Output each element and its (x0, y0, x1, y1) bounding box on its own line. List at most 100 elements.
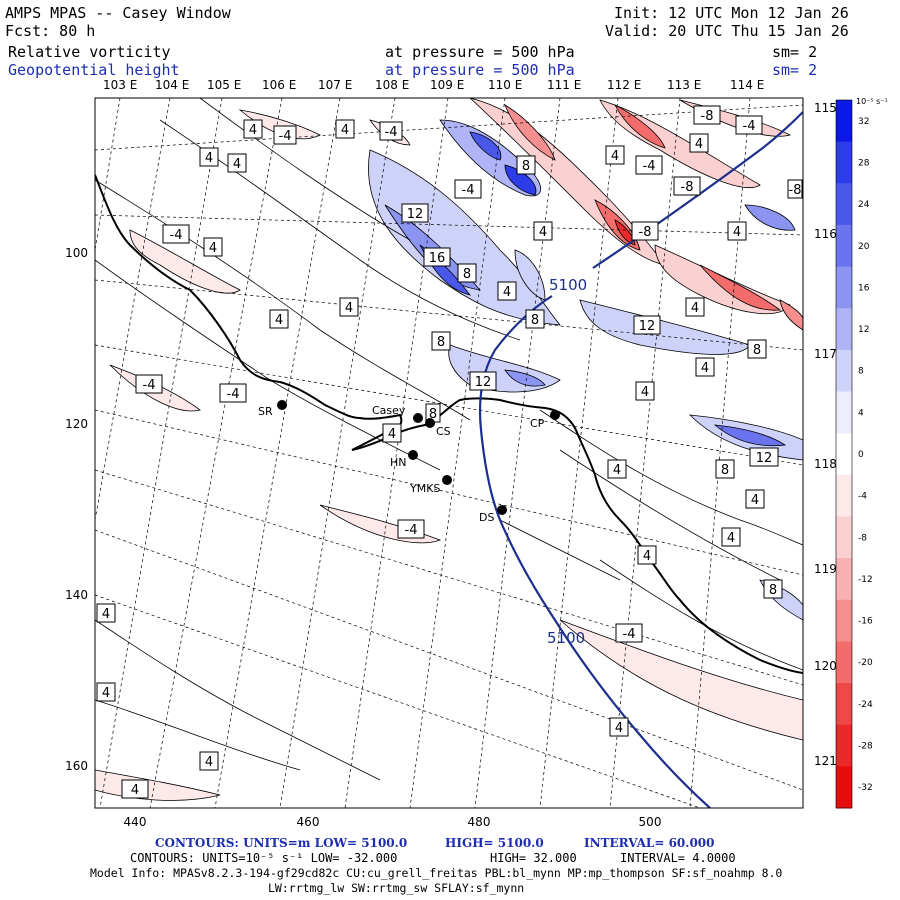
contour-label: 8 (747, 339, 767, 359)
valid-time: Valid: 20 UTC Thu 15 Jan 26 (605, 22, 849, 40)
colorbar-cell (836, 516, 852, 559)
contour-label: 4 (695, 357, 715, 377)
contour-label-text: -8 (789, 183, 802, 198)
colorbar-cell (836, 683, 852, 726)
contour-label: 4 (497, 281, 517, 301)
contour-label: -4 (635, 155, 663, 175)
contour-label-text: 4 (733, 225, 741, 240)
colorbar-label: -4 (858, 492, 867, 502)
longitude-label: 108 E (375, 78, 409, 92)
contour-label: 4 (685, 297, 705, 317)
init-time: Init: 12 UTC Mon 12 Jan 26 (614, 4, 849, 22)
footer-vorticity-contours: CONTOURS: UNITS=10⁻⁵ s⁻¹ LOW= -32.000 (130, 851, 398, 865)
contour-label: -4 (735, 115, 763, 135)
contour-label-text: 4 (388, 427, 396, 442)
contour-label-text: 4 (701, 361, 709, 376)
longitude-label: 109 E (430, 78, 464, 92)
contour-label-text: 4 (727, 531, 735, 546)
station-label-casey: Casey (372, 404, 406, 417)
contour-label-text: 16 (429, 251, 446, 266)
x-tick-label: 480 (468, 815, 491, 829)
contour-label-text: -8 (701, 109, 714, 124)
colorbar-cell (836, 224, 852, 268)
contour-label: 4 (243, 119, 263, 139)
contour-label: 4 (727, 221, 747, 241)
contour-label: -8 (631, 221, 659, 241)
station-marker-sr (277, 400, 287, 410)
contour-label-text: -4 (143, 378, 156, 393)
vorticity-contour-labels: 4 -4 4 -4 4 4 -4 8 -4 12 -4 4 16 8 4 4 8… (96, 105, 803, 799)
contour-label: 4 (609, 717, 629, 737)
field2-smoothing: sm= 2 (772, 61, 818, 79)
contour-label-text: 4 (611, 149, 619, 164)
contour-label-text: 8 (769, 583, 777, 598)
contour-label-text: -4 (279, 129, 292, 144)
contour-label-text: 4 (275, 313, 283, 328)
y-tick-label: 160 (65, 759, 88, 773)
colorbar-cell (836, 141, 852, 184)
contour-label: 4 (339, 297, 359, 317)
colorbar-cell (836, 391, 852, 434)
x-tick-label: 500 (639, 815, 662, 829)
x-tick-label: 440 (124, 815, 147, 829)
contour-label: 4 (533, 221, 553, 241)
contour-label-text: 4 (539, 225, 547, 240)
colorbar-cell (836, 558, 852, 601)
footer-vorticity-high: HIGH= 32.000 (490, 851, 577, 865)
y-tick-labels: 100 120 140 160 (65, 246, 88, 773)
contour-label: -4 (397, 519, 425, 539)
colorbar-label: 16 (858, 283, 870, 293)
station-label-hn: HN (390, 456, 407, 469)
contour-label-text: 4 (751, 493, 759, 508)
contour-label-text: 8 (721, 463, 729, 478)
colorbar-units: 10⁻⁵ s⁻¹ (856, 97, 888, 106)
contour-label-text: 4 (205, 151, 213, 166)
contour-label-text: 4 (102, 686, 110, 701)
colorbar-label: 12 (858, 325, 869, 335)
station-marker-ds (497, 505, 507, 515)
contour-label: 16 (423, 247, 451, 267)
colorbar-cell (836, 266, 852, 309)
station-marker-cp (550, 410, 560, 420)
y-tick-label: 120 (65, 417, 88, 431)
longitude-label: 106 E (262, 78, 296, 92)
colorbar-label: -20 (858, 658, 873, 668)
colorbar-label: 0 (858, 450, 864, 460)
contour-label: 8 (457, 263, 477, 283)
contour-label: -4 (135, 374, 163, 394)
colorbar-label: -32 (858, 783, 873, 793)
contour-label: -4 (219, 383, 247, 403)
footer-height-interval: INTERVAL= 60.000 (584, 836, 715, 850)
longitude-label: 114 E (730, 78, 764, 92)
longitude-label: 103 E (103, 78, 137, 92)
y-tick-label: 140 (65, 588, 88, 602)
contour-label: 4 (269, 309, 289, 329)
colorbar-label: -12 (858, 575, 873, 585)
station-marker-casey (413, 413, 423, 423)
contour-label: 4 (605, 145, 625, 165)
longitude-label: 112 E (607, 78, 641, 92)
contour-label-text: -4 (623, 627, 636, 642)
longitude-label: 110 E (488, 78, 522, 92)
footer-vorticity-interval: INTERVAL= 4.0000 (620, 851, 736, 865)
contour-label: 12 (633, 315, 661, 335)
contour-label: 4 (199, 147, 219, 167)
contour-label-text: 4 (643, 549, 651, 564)
top-longitude-labels: 103 E 104 E 105 E 106 E 107 E 108 E 109 … (103, 78, 764, 92)
contour-label: 8 (516, 155, 536, 175)
contour-label-text: 4 (131, 783, 139, 798)
contour-label-text: 4 (691, 301, 699, 316)
contour-label-text: 8 (753, 343, 761, 358)
contour-label: 4 (637, 545, 657, 565)
y-tick-label: 100 (65, 246, 88, 260)
footer-height-high: HIGH= 5100.0 (445, 836, 544, 850)
station-label-sr: SR (258, 405, 273, 418)
contour-label-text: 8 (463, 267, 471, 282)
field1-smoothing: sm= 2 (772, 43, 818, 61)
colorbar-label: 24 (858, 200, 870, 210)
contour-label: 12 (401, 203, 429, 223)
colorbar-cell (836, 183, 852, 226)
contour-label: 4 (635, 381, 655, 401)
footer-height-contours: CONTOURS: UNITS=m LOW= 5100.0 (155, 836, 408, 850)
contour-label-text: 12 (475, 375, 492, 390)
